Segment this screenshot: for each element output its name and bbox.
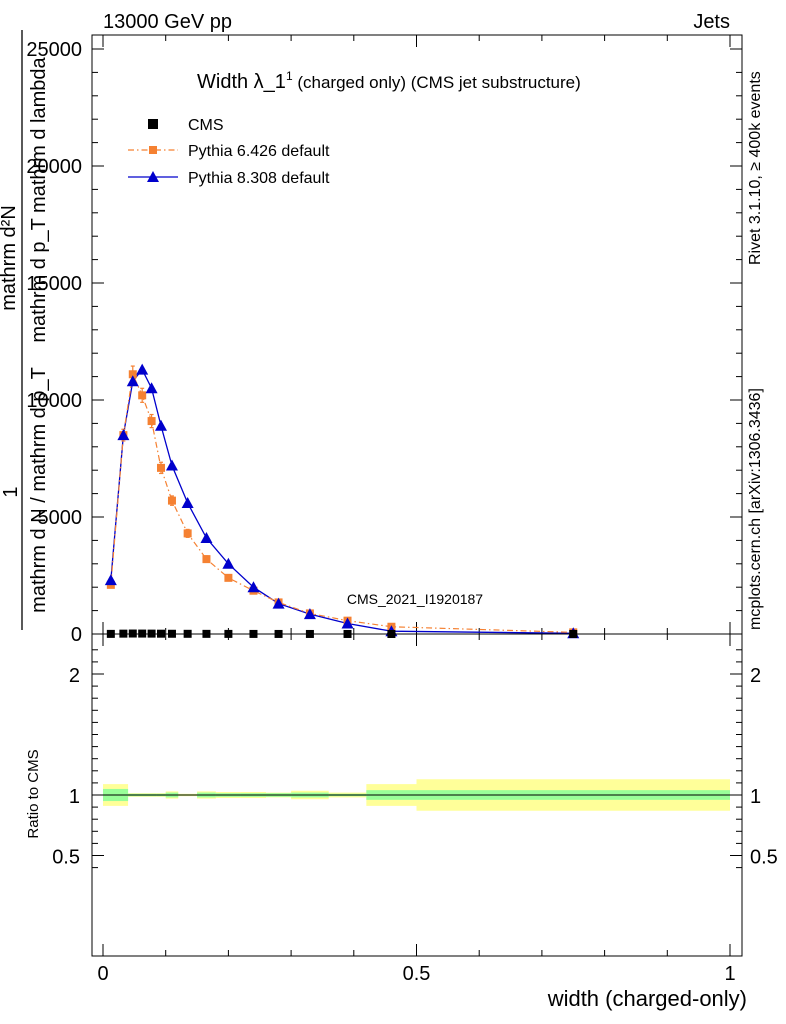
pythia6-line [110,372,574,633]
ratio-ylabel: Ratio to CMS [25,749,42,838]
legend-cms-marker [148,119,158,129]
pythia8-point [247,581,260,593]
pythia8-point [165,459,178,471]
pythia6-point [156,463,165,472]
pythia6-point [224,573,233,582]
pythia8-point [154,419,167,431]
pythia8-point [104,574,117,586]
ratio-x-tick-label: 1 [724,963,735,985]
main-y-tick-labels: 0 5000 10000 15000 20000 25000 [26,39,82,646]
ratio-panel: 0.5 0.51 12 2 0 0.5 1 Ratio to CMS width (cha… [25,633,778,1011]
ratio-y-tick-labels: 0.5 0.5 1 1 2 2 [52,665,778,869]
pythia8-line [110,368,574,634]
main-y-tick-label: 25000 [26,39,82,61]
ratio-ticks [92,634,742,956]
pythia6-point [147,417,156,426]
pythia8-point [136,363,149,375]
pythia6-point [183,529,192,538]
pythia6-point [167,496,176,505]
main-y-tick-label: 20000 [26,156,82,178]
pythia8-point [200,532,213,544]
ratio-x-tick-label: 0 [97,963,108,985]
legend-pythia8-marker [147,171,159,182]
ylabel-numerator-line-2: mathrm d p_T mathrm d lambda [28,56,50,342]
ratio-y-tick-label-right: 0.5 [750,847,778,869]
pythia8-point [341,617,354,629]
legend-pythia6-label: Pythia 6.426 default [188,143,330,160]
analysis-watermark: CMS_2021_I1920187 [347,591,483,607]
pythia8-point [126,375,139,387]
ratio-y-tick-label-left: 2 [69,665,80,687]
pythia6-point [128,370,137,379]
pythia8-point [117,429,130,441]
main-y-tick-label: 5000 [38,507,83,529]
main-series-layer [104,363,580,639]
pythia8-point [303,608,316,620]
ratio-y-tick-label-left: 1 [69,786,80,808]
main-ticks [92,35,742,635]
rivet-info: Rivet 3.1.10, ≥ 400k events [747,71,764,265]
main-y-tick-label: 15000 [26,273,82,295]
header-left: 13000 GeV pp [103,11,232,33]
pythia6-point [202,555,211,564]
ylabel-prefix: 1 [0,486,22,497]
header-right: Jets [693,11,730,33]
ratio-x-tick-label: 0.5 [403,963,431,985]
pythia8-point [272,597,285,609]
pythia8-point [181,496,194,508]
main-y-tick-label: 10000 [26,390,82,412]
ratio-y-tick-label-right: 1 [750,786,761,808]
legend-pythia6-marker [149,146,157,154]
x-axis-label: width (charged-only) [547,986,747,1011]
ratio-y-tick-label-right: 2 [750,665,761,687]
plot-title-main: Width λ_1 [197,71,286,93]
main-y-tick-label: 0 [71,624,82,646]
main-panel: 0 5000 10000 15000 20000 25000 CMS_2021_I1920… [0,30,743,646]
plot-title-suffix: (charged only) (CMS jet substructure) [293,73,581,92]
legend-cms-label: CMS [188,117,224,134]
ylabel-denominator-line-1: mathrm d N / mathrm d p_T [28,367,50,613]
pythia8-point [145,382,158,394]
plot-title-superscript: 1 [286,69,293,83]
ratio-y-tick-label-left: 0.5 [52,847,80,869]
pythia8-point [222,557,235,569]
legend: CMS Pythia 6.426 default Pythia 8.308 de… [128,117,330,187]
ratio-x-tick-labels: 0 0.5 1 [97,963,735,985]
main-ylabel: mathrm d²N mathrm d p_T mathrm d lambda … [0,30,50,630]
plot-title: Width λ_11 (charged only) (CMS jet subst… [197,69,581,93]
mcplots-info: mcplots.cern.ch [arXiv:1306.3436] [747,388,764,630]
ratio-frame [91,633,743,957]
pythia6-point [138,391,147,400]
ylabel-numerator-line-1: mathrm d²N [0,205,20,311]
legend-pythia8-label: Pythia 8.308 default [188,170,330,187]
